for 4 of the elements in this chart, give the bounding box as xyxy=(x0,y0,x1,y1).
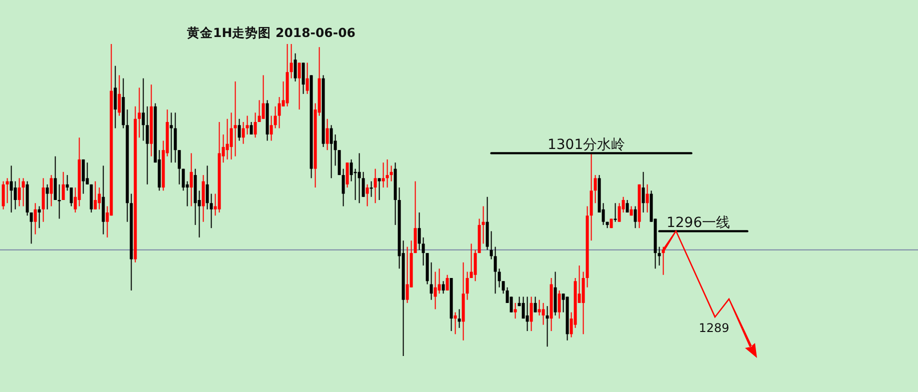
annotation: 1301分水岭 xyxy=(547,137,626,154)
annotation: 1296一线 xyxy=(666,215,730,232)
title: 黄金1H走势图 2018-06-06 xyxy=(187,25,356,40)
annotation: 1289 xyxy=(698,321,730,335)
